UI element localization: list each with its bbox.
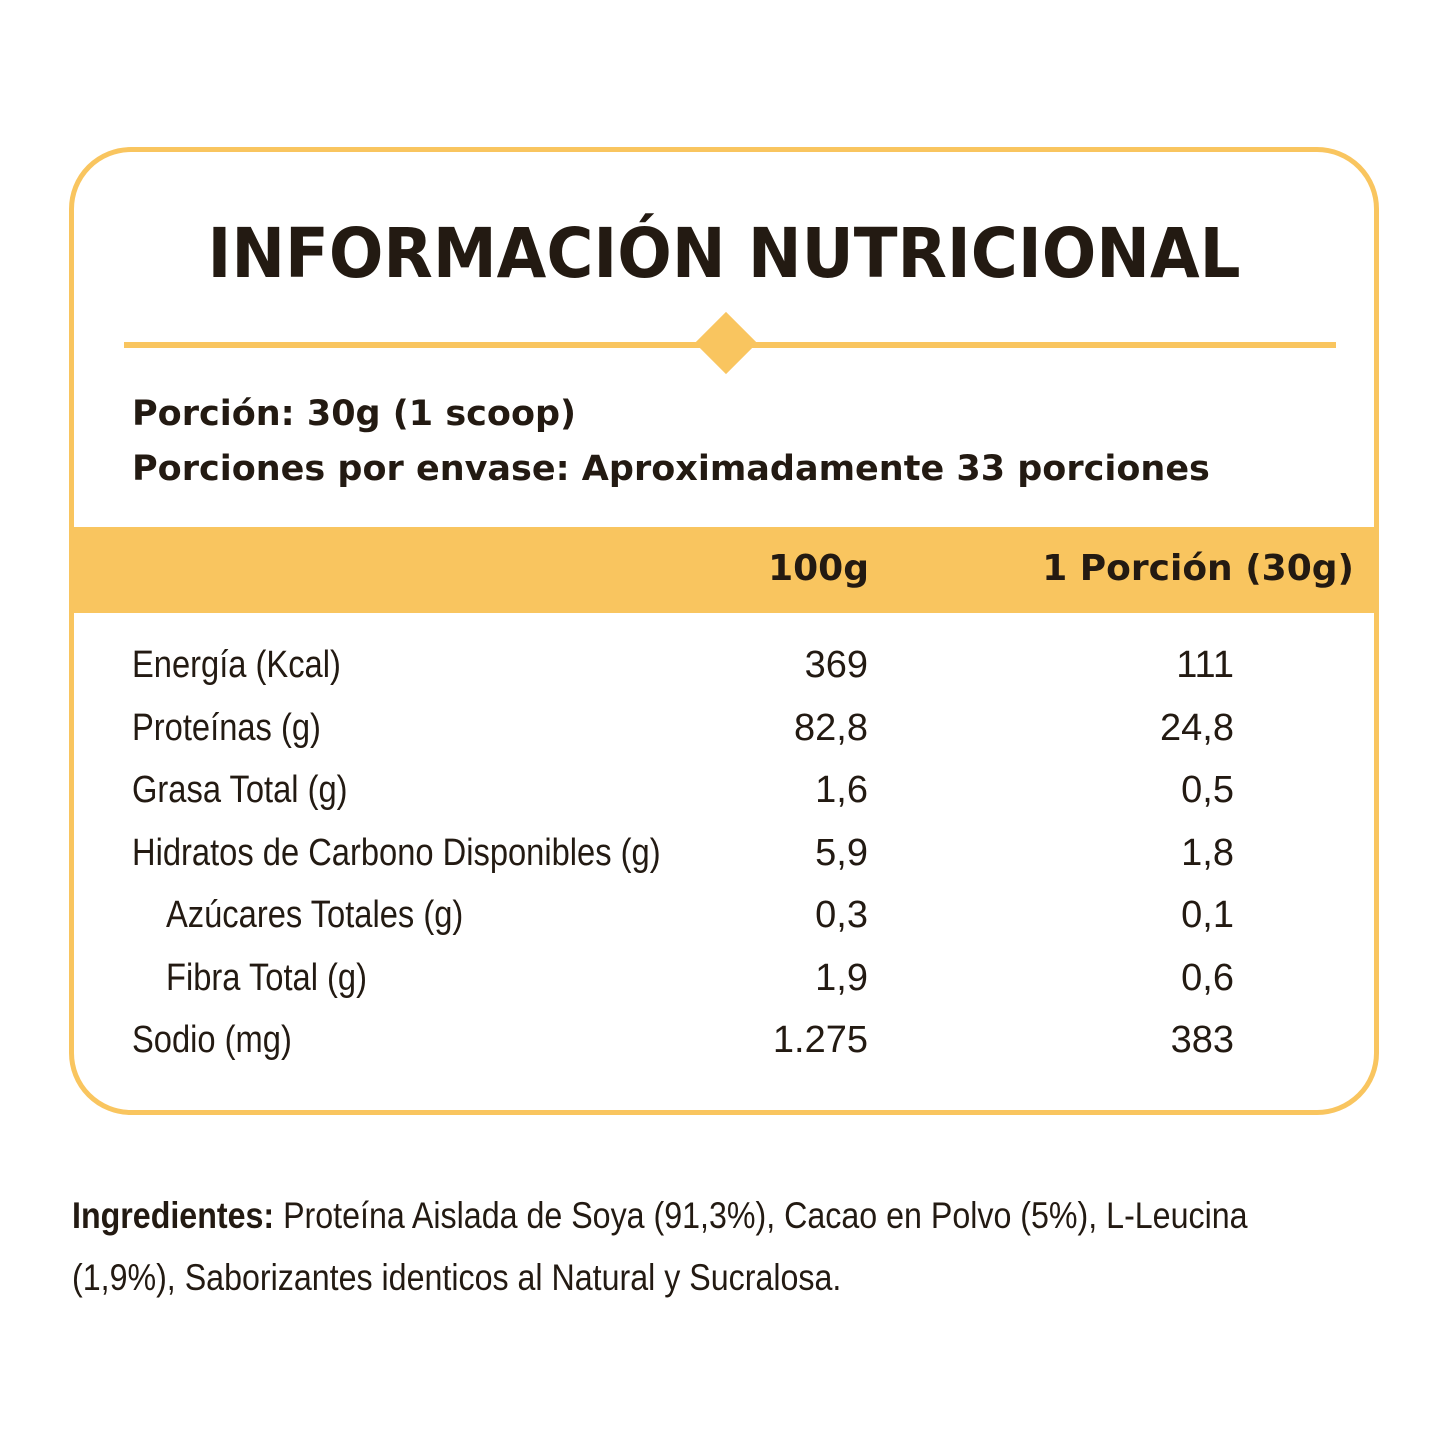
nutrient-label: Sodio (mg) (132, 1019, 292, 1061)
value-per-100g: 5,9 (815, 831, 868, 874)
table-row: Proteínas (g) 82,8 24,8 (74, 697, 1374, 760)
ingredients-label: Ingredientes: (72, 1195, 275, 1236)
ingredients-list-part-1: Proteína Aislada de Soya (91,3%), Cacao … (274, 1195, 1248, 1236)
nutrient-label: Fibra Total (g) (166, 956, 367, 999)
ingredients-line-2: (1,9%), Saborizantes identicos al Natura… (72, 1257, 842, 1298)
table-row: Azúcares Totales (g) 0,3 0,1 (74, 884, 1374, 947)
column-header-portion: 1 Porción (30g) (1042, 548, 1354, 589)
value-per-portion: 0,6 (1181, 956, 1234, 999)
table-row: Energía (Kcal) 369 111 (74, 634, 1374, 697)
nutrition-panel: INFORMACIÓN NUTRICIONAL Porción: 30g (1 … (69, 147, 1379, 1115)
table-row: Hidratos de Carbono Disponibles (g) 5,9 … (74, 822, 1374, 885)
portion-size: Porción: 30g (1 scoop) (132, 394, 577, 434)
value-per-portion: 0,5 (1181, 769, 1234, 811)
value-per-portion: 111 (1176, 644, 1234, 686)
table-row: Sodio (mg) 1.275 383 (74, 1009, 1374, 1072)
diamond-ornament (694, 311, 758, 375)
nutrient-label: Proteínas (g) (132, 706, 321, 749)
ingredients-line-1: Ingredientes: Proteína Aislada de Soya (… (72, 1185, 1377, 1247)
servings-per-container: Porciones por envase: Aproximadamente 33… (132, 449, 1210, 489)
ingredients-text: Ingredientes: Proteína Aislada de Soya (… (72, 1185, 1382, 1309)
value-per-portion: 0,1 (1181, 894, 1234, 936)
value-per-100g: 1,9 (815, 956, 868, 999)
value-per-portion: 1,8 (1181, 831, 1234, 874)
value-per-100g: 82,8 (794, 706, 868, 749)
serving-info: Porción: 30g (1 scoop) Porciones por env… (132, 387, 1210, 497)
value-per-portion: 383 (1170, 1019, 1234, 1061)
value-per-100g: 0,3 (815, 894, 868, 936)
value-per-100g: 369 (804, 644, 868, 686)
column-header-100g: 100g (768, 548, 869, 589)
nutrient-label: Azúcares Totales (g) (166, 894, 464, 936)
nutrient-label: Hidratos de Carbono Disponibles (g) (132, 831, 661, 874)
value-per-portion: 24,8 (1160, 706, 1234, 749)
table-row: Grasa Total (g) 1,6 0,5 (74, 759, 1374, 822)
value-per-100g: 1.275 (772, 1019, 868, 1061)
value-per-100g: 1,6 (815, 769, 868, 811)
table-header: 100g 1 Porción (30g) (74, 527, 1374, 613)
nutrition-table-body: Energía (Kcal) 369 111 Proteínas (g) 82,… (74, 634, 1374, 1072)
page-title: INFORMACIÓN NUTRICIONAL (207, 214, 1241, 294)
table-row: Fibra Total (g) 1,9 0,6 (74, 947, 1374, 1010)
nutrient-label: Energía (Kcal) (132, 644, 341, 686)
nutrient-label: Grasa Total (g) (132, 769, 348, 811)
